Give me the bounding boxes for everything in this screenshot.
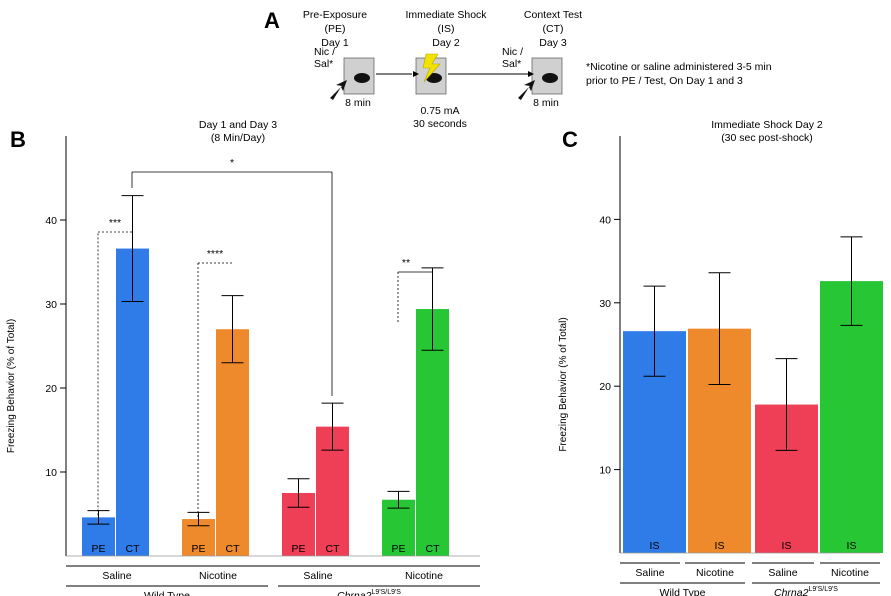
bar-label: IS [715,540,725,552]
treatment-label: Saline [635,567,664,579]
step-duration: 8 min [345,97,371,109]
footnote-line: prior to PE / Test, On Day 1 and 3 [586,75,743,87]
treatment-label: Nicotine [696,567,734,579]
step-title-line: Immediate Shock [405,9,487,21]
treatment-label: Saline [768,567,797,579]
step-title-line: Day 3 [539,37,567,49]
panel-c-letter: C [562,127,578,152]
bar [382,499,415,556]
significance-marker: **** [207,248,223,260]
bar-label: IS [650,540,660,552]
significance-marker: ** [402,257,410,269]
injection-arrow-icon [330,80,347,100]
bar-label: PE [291,543,305,555]
y-tick-label: 10 [45,467,57,479]
bar [820,281,883,553]
step-title-line: Context Test [524,9,582,21]
drug-label: Nic / [314,46,335,58]
shock-parameter-line: 30 seconds [413,118,467,130]
chart-title: Immediate Shock Day 2 [711,119,823,131]
bar-label: PE [91,543,105,555]
significance-marker: *** [109,217,121,229]
genotype-label: Wild Type [660,587,706,596]
y-tick-label: 30 [45,299,57,311]
treatment-label: Nicotine [831,567,869,579]
drug-label: Sal* [314,58,333,70]
step-title-line: (CT) [543,23,564,35]
lightning-bolt-icon [422,53,441,83]
injection-arrow-icon [518,80,535,100]
treatment-label: Nicotine [199,570,237,582]
mouse-icon [354,73,370,83]
bar-label: CT [326,543,341,555]
panel-a-letter: A [264,8,280,33]
step-title-line: Day 2 [432,37,460,49]
bar-label: CT [426,543,441,555]
treatment-label: Saline [303,570,332,582]
treatment-label: Saline [102,570,131,582]
bar [216,329,249,556]
significance-marker: * [230,157,234,169]
genotype-label: Chrna2L9'S/L9'S [774,586,838,596]
step-duration: 8 min [533,97,559,109]
timeline-arrowhead [528,71,534,77]
bar-label: IS [782,540,792,552]
step-title-line: (PE) [325,23,346,35]
drug-label: Nic / [502,46,523,58]
genotype-superscript: L9'S/L9'S [371,589,401,596]
step-title-line: Day 1 [321,37,349,49]
shock-parameter-line: 0.75 mA [420,105,459,117]
step-title-line: (IS) [438,23,455,35]
chart-subtitle: (30 sec post-shock) [721,132,813,144]
footnote-line: *Nicotine or saline administered 3-5 min [586,61,772,73]
y-tick-label: 40 [45,215,57,227]
y-tick-label: 20 [45,383,57,395]
genotype-label: Wild Type [144,590,190,596]
mouse-icon [542,73,558,83]
genotype-superscript: L9'S/L9'S [808,586,838,593]
timeline-arrowhead [413,71,419,77]
bar-label: PE [391,543,405,555]
panel-b-letter: B [10,127,26,152]
chart-subtitle: (8 Min/Day) [211,132,265,144]
y-tick-label: 40 [599,214,611,226]
bar-label: PE [191,543,205,555]
bar-label: CT [226,543,241,555]
step-title-line: Pre-Exposure [303,9,367,21]
bar-label: CT [126,543,141,555]
y-axis-label: Freezing Behavior (% of Total) [558,317,569,451]
genotype-label: Chrna2L9'S/L9'S [337,589,401,596]
treatment-label: Nicotine [405,570,443,582]
y-tick-label: 10 [599,465,611,477]
chart-title: Day 1 and Day 3 [199,119,277,131]
bar-label: IS [847,540,857,552]
y-tick-label: 20 [599,381,611,393]
y-tick-label: 30 [599,298,611,310]
y-axis-label: Freezing Behavior (% of Total) [6,319,17,453]
drug-label: Sal* [502,58,521,70]
